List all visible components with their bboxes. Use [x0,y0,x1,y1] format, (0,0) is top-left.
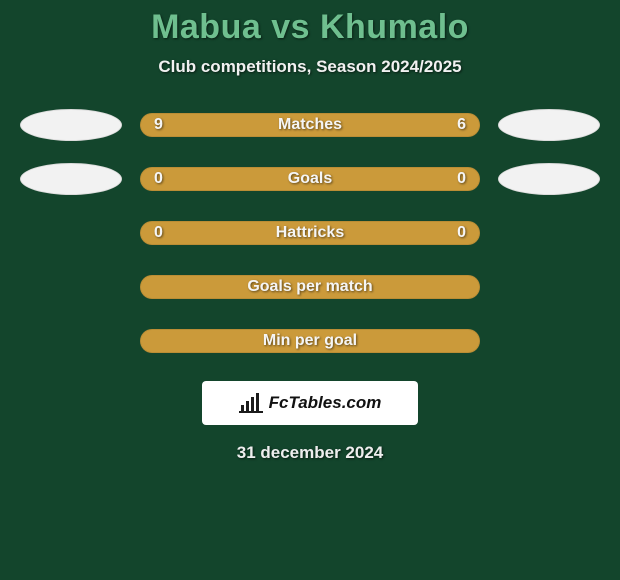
title-player-a: Mabua [151,8,261,46]
comparison-infographic: Mabua vs Khumalo Club competitions, Seas… [0,0,620,580]
stat-row: 9Matches6 [0,109,620,141]
stat-row: Min per goal [0,325,620,357]
title-player-b: Khumalo [320,8,469,46]
subtitle: Club competitions, Season 2024/2025 [0,57,620,77]
page-title: Mabua vs Khumalo [0,0,620,47]
stat-row: Goals per match [0,271,620,303]
stat-bar: Goals per match [140,275,480,299]
player-b-badge [498,163,600,195]
stat-label: Goals [140,170,480,188]
player-b-badge [498,109,600,141]
stat-bar: Min per goal [140,329,480,353]
player-a-badge [20,109,122,141]
title-vs: vs [271,8,310,46]
stat-row: 0Hattricks0 [0,217,620,249]
stat-label: Min per goal [140,332,480,350]
brand-box: FcTables.com [202,381,418,425]
player-a-badge [20,163,122,195]
stat-label: Goals per match [140,278,480,296]
stat-label: Matches [140,116,480,134]
bar-chart-icon [239,393,263,413]
stat-label: Hattricks [140,224,480,242]
stat-bar: 0Hattricks0 [140,221,480,245]
stat-rows: 9Matches6 0Goals0 0Hattricks0 Goals per mat… [0,109,620,357]
brand-text: FcTables.com [269,393,382,413]
date-line: 31 december 2024 [0,443,620,463]
stat-bar: 0Goals0 [140,167,480,191]
stat-row: 0Goals0 [0,163,620,195]
stat-bar: 9Matches6 [140,113,480,137]
